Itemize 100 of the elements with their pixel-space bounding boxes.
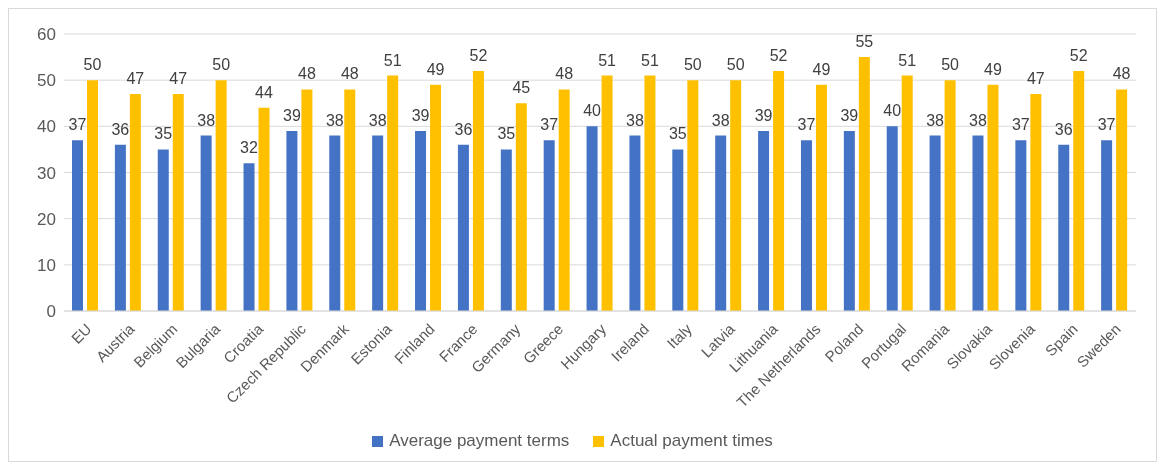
bar [372, 135, 384, 311]
x-tick-label: Italy [663, 319, 696, 352]
data-label: 50 [941, 56, 960, 74]
data-label: 37 [1011, 116, 1030, 134]
bar [1116, 89, 1128, 311]
bar [72, 140, 83, 311]
data-label: 40 [883, 102, 902, 120]
data-label: 48 [298, 65, 316, 83]
bar [800, 140, 812, 311]
data-label: 36 [1054, 120, 1073, 138]
data-label: 51 [598, 51, 617, 69]
bar [543, 140, 555, 311]
bar [301, 89, 313, 311]
data-label: 50 [212, 56, 231, 74]
bar [929, 135, 941, 311]
data-label: 47 [1026, 70, 1045, 88]
bar [858, 57, 870, 311]
data-label: 38 [626, 111, 644, 129]
data-label: 38 [368, 111, 387, 129]
data-label: 32 [240, 139, 259, 157]
data-label: 37 [540, 116, 559, 134]
bar [629, 135, 641, 311]
bar [886, 126, 898, 311]
data-label: 52 [469, 46, 488, 64]
data-label: 37 [1097, 116, 1116, 134]
data-label: 35 [668, 125, 687, 143]
data-label: 52 [1069, 46, 1088, 64]
bar [1030, 94, 1042, 311]
y-tick-label: 10 [37, 255, 56, 275]
bar [972, 135, 984, 311]
data-label: 52 [769, 46, 788, 64]
bar [944, 80, 956, 311]
bar [687, 80, 699, 311]
data-label: 48 [340, 65, 359, 83]
data-label: 38 [969, 111, 987, 129]
bar [500, 149, 512, 311]
bar [114, 144, 126, 311]
bar [558, 89, 570, 311]
data-label: 47 [169, 70, 188, 88]
data-label: 37 [68, 116, 87, 134]
data-label: 36 [111, 120, 130, 138]
data-label: 49 [426, 60, 445, 78]
data-label: 50 [683, 56, 702, 74]
data-label: 35 [154, 125, 173, 143]
bar [472, 70, 484, 311]
bar [843, 130, 855, 311]
bar [387, 75, 399, 311]
bar [644, 75, 656, 311]
bar [286, 130, 298, 311]
data-label: 40 [583, 102, 602, 120]
data-label: 51 [898, 51, 917, 69]
bar [1101, 140, 1113, 311]
data-label: 44 [255, 83, 274, 101]
bar [1073, 70, 1085, 311]
data-label: 36 [454, 120, 473, 138]
data-label: 47 [126, 70, 145, 88]
x-tick-label: EU [67, 320, 95, 347]
bar [672, 149, 684, 311]
y-tick-label: 20 [37, 209, 56, 229]
bar [215, 80, 227, 311]
bar [415, 130, 427, 311]
bar [586, 126, 598, 311]
y-tick-label: 30 [37, 163, 56, 183]
bar [129, 94, 141, 311]
data-label: 48 [1112, 65, 1131, 83]
data-label: 50 [726, 56, 745, 74]
data-label: 38 [926, 111, 945, 129]
data-label: 38 [197, 111, 216, 129]
data-label: 45 [512, 79, 531, 97]
data-label: 55 [855, 33, 874, 51]
bar [758, 130, 770, 311]
data-label: 39 [411, 106, 430, 124]
bar [172, 94, 184, 311]
y-tick-label: 40 [37, 117, 56, 137]
bar [901, 75, 913, 311]
bar [258, 107, 270, 311]
y-tick-label: 50 [37, 71, 56, 91]
legend-label: Actual payment times [609, 431, 773, 451]
data-label: 50 [83, 56, 102, 74]
bar [329, 135, 341, 311]
bar [430, 84, 442, 311]
data-label: 39 [840, 106, 859, 124]
data-label: 38 [325, 111, 344, 129]
y-tick-label: 0 [46, 302, 56, 322]
legend-label: Average payment terms [388, 431, 570, 451]
data-label: 35 [497, 125, 516, 143]
data-label: 49 [812, 60, 831, 78]
bar [715, 135, 727, 311]
bar [601, 75, 613, 311]
bar [457, 144, 469, 311]
data-label: 37 [797, 116, 816, 134]
bar [1015, 140, 1027, 311]
bar [87, 80, 98, 311]
data-label: 49 [984, 60, 1002, 78]
data-label: 51 [383, 51, 402, 69]
bar [987, 84, 999, 311]
y-tick-label: 60 [37, 25, 56, 45]
bar [1058, 144, 1070, 311]
bar [200, 135, 212, 311]
bar [157, 149, 169, 311]
